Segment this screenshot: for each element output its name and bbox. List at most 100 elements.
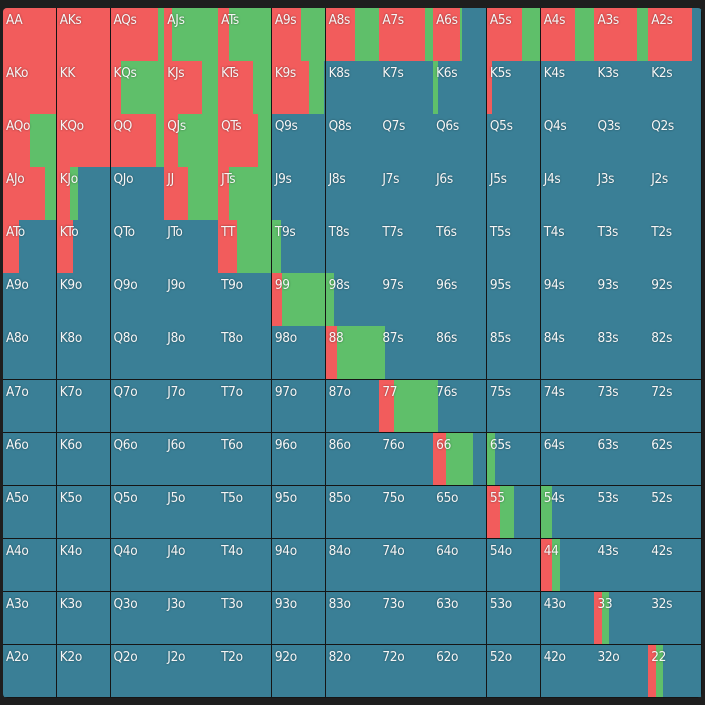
hand-cell[interactable]: Q3s: [594, 114, 649, 168]
hand-cell[interactable]: 97o: [271, 379, 327, 434]
hand-cell[interactable]: K9o: [56, 273, 112, 327]
hand-cell[interactable]: 99: [271, 273, 327, 327]
hand-cell[interactable]: 88: [325, 326, 380, 381]
hand-cell[interactable]: 63o: [433, 591, 488, 646]
hand-cell[interactable]: K3o: [56, 591, 112, 646]
hand-cell[interactable]: K7o: [56, 379, 112, 434]
hand-cell[interactable]: 32s: [648, 591, 702, 646]
hand-cell[interactable]: J2s: [648, 167, 702, 221]
hand-cell[interactable]: K3s: [594, 61, 649, 115]
hand-cell[interactable]: J7o: [164, 379, 219, 434]
hand-cell[interactable]: 74o: [379, 538, 434, 593]
hand-cell[interactable]: QTo: [110, 220, 165, 274]
hand-cell[interactable]: KK: [56, 61, 112, 115]
hand-cell[interactable]: JTs: [218, 167, 273, 221]
hand-cell[interactable]: KQs: [110, 61, 165, 115]
hand-cell[interactable]: KTs: [218, 61, 273, 115]
hand-cell[interactable]: A2s: [648, 8, 702, 62]
hand-cell[interactable]: 53o: [486, 591, 542, 646]
hand-cell[interactable]: Q6o: [110, 432, 165, 487]
hand-cell[interactable]: 84o: [325, 538, 380, 593]
hand-cell[interactable]: 53s: [594, 485, 649, 540]
hand-cell[interactable]: KJo: [56, 167, 112, 221]
hand-cell[interactable]: 85s: [486, 326, 542, 381]
hand-cell[interactable]: 44: [540, 538, 595, 593]
hand-cell[interactable]: T9s: [271, 220, 327, 274]
hand-cell[interactable]: 64o: [433, 538, 488, 593]
hand-cell[interactable]: Q9o: [110, 273, 165, 327]
hand-cell[interactable]: Q8s: [325, 114, 380, 168]
hand-cell[interactable]: A9s: [271, 8, 327, 62]
hand-cell[interactable]: T8s: [325, 220, 380, 274]
hand-cell[interactable]: T4s: [540, 220, 595, 274]
hand-cell[interactable]: J8o: [164, 326, 219, 381]
hand-cell[interactable]: A7o: [3, 379, 58, 434]
hand-cell[interactable]: A7s: [379, 8, 434, 62]
hand-cell[interactable]: 98s: [325, 273, 380, 327]
hand-cell[interactable]: 73o: [379, 591, 434, 646]
hand-cell[interactable]: 94o: [271, 538, 327, 593]
hand-cell[interactable]: J2o: [164, 644, 219, 698]
hand-cell[interactable]: QQ: [110, 114, 165, 168]
hand-cell[interactable]: K8s: [325, 61, 380, 115]
hand-cell[interactable]: AKo: [3, 61, 58, 115]
hand-cell[interactable]: T3o: [218, 591, 273, 646]
hand-cell[interactable]: 73s: [594, 379, 649, 434]
hand-cell[interactable]: 64s: [540, 432, 595, 487]
hand-cell[interactable]: AJs: [164, 8, 219, 62]
hand-cell[interactable]: 93o: [271, 591, 327, 646]
hand-cell[interactable]: T5s: [486, 220, 542, 274]
hand-cell[interactable]: J9s: [271, 167, 327, 221]
hand-cell[interactable]: J3s: [594, 167, 649, 221]
hand-cell[interactable]: ATs: [218, 8, 273, 62]
hand-cell[interactable]: J4o: [164, 538, 219, 593]
hand-cell[interactable]: 22: [648, 644, 702, 698]
hand-cell[interactable]: J5s: [486, 167, 542, 221]
hand-cell[interactable]: 66: [433, 432, 488, 487]
hand-cell[interactable]: T9o: [218, 273, 273, 327]
hand-cell[interactable]: 86s: [433, 326, 488, 381]
hand-cell[interactable]: AQs: [110, 8, 165, 62]
hand-cell[interactable]: 55: [486, 485, 542, 540]
hand-cell[interactable]: A6o: [3, 432, 58, 487]
hand-cell[interactable]: J6o: [164, 432, 219, 487]
hand-cell[interactable]: A6s: [433, 8, 488, 62]
hand-cell[interactable]: K7s: [379, 61, 434, 115]
hand-cell[interactable]: 87s: [379, 326, 434, 381]
hand-cell[interactable]: 76o: [379, 432, 434, 487]
hand-cell[interactable]: 72o: [379, 644, 434, 698]
hand-cell[interactable]: 65o: [433, 485, 488, 540]
hand-cell[interactable]: 54s: [540, 485, 595, 540]
hand-cell[interactable]: T3s: [594, 220, 649, 274]
hand-cell[interactable]: Q9s: [271, 114, 327, 168]
hand-cell[interactable]: K5s: [486, 61, 542, 115]
hand-cell[interactable]: 96o: [271, 432, 327, 487]
hand-cell[interactable]: A3o: [3, 591, 58, 646]
hand-cell[interactable]: 93s: [594, 273, 649, 327]
hand-cell[interactable]: 33: [594, 591, 649, 646]
hand-cell[interactable]: QJo: [110, 167, 165, 221]
hand-cell[interactable]: K6o: [56, 432, 112, 487]
hand-cell[interactable]: A5o: [3, 485, 58, 540]
hand-cell[interactable]: 75o: [379, 485, 434, 540]
hand-cell[interactable]: 77: [379, 379, 434, 434]
hand-cell[interactable]: AA: [3, 8, 58, 62]
hand-cell[interactable]: 94s: [540, 273, 595, 327]
hand-cell[interactable]: T8o: [218, 326, 273, 381]
hand-cell[interactable]: K4s: [540, 61, 595, 115]
hand-cell[interactable]: JJ: [164, 167, 219, 221]
hand-cell[interactable]: T2s: [648, 220, 702, 274]
hand-cell[interactable]: K5o: [56, 485, 112, 540]
hand-cell[interactable]: Q7s: [379, 114, 434, 168]
hand-cell[interactable]: Q3o: [110, 591, 165, 646]
hand-cell[interactable]: TT: [218, 220, 273, 274]
hand-cell[interactable]: 87o: [325, 379, 380, 434]
hand-cell[interactable]: 86o: [325, 432, 380, 487]
hand-cell[interactable]: A9o: [3, 273, 58, 327]
hand-cell[interactable]: T6o: [218, 432, 273, 487]
hand-cell[interactable]: 95s: [486, 273, 542, 327]
hand-cell[interactable]: Q6s: [433, 114, 488, 168]
hand-cell[interactable]: J7s: [379, 167, 434, 221]
hand-cell[interactable]: Q7o: [110, 379, 165, 434]
hand-cell[interactable]: K8o: [56, 326, 112, 381]
